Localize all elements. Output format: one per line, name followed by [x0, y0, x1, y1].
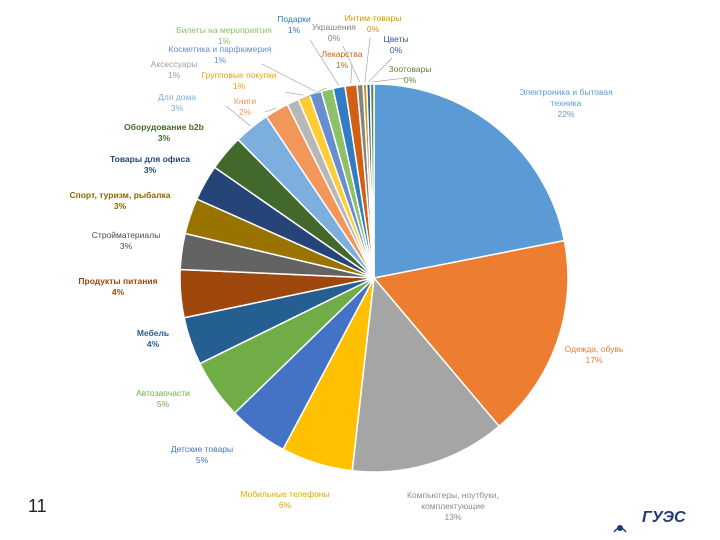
- pie-slices: [179, 83, 569, 473]
- slice-label-22: Интим-товары 0%: [345, 13, 402, 34]
- pie-slice-2: [372, 239, 569, 428]
- slice-label-5: Детские товары 5%: [171, 444, 233, 465]
- slice-label-24: Зоотовары 0%: [389, 64, 432, 85]
- slice-label-20: Лекарства 1%: [322, 49, 363, 70]
- leader-line-20: [350, 63, 353, 84]
- slice-label-3: Компьютеры, ноутбуки, комплектующие 13%: [407, 490, 499, 522]
- leader-line-23: [368, 57, 393, 83]
- slice-label-6: Автозапчасти 5%: [136, 388, 190, 409]
- slice-label-7: Мебель 4%: [137, 328, 169, 349]
- slice-label-11: Товары для офиса 3%: [110, 154, 190, 175]
- slice-label-13: Для дома 3%: [158, 92, 196, 113]
- slice-label-23: Цветы 0%: [383, 34, 408, 55]
- leader-line-18: [299, 87, 327, 101]
- slice-label-19: Подарки 1%: [277, 14, 311, 35]
- slide-number: 11: [28, 496, 47, 516]
- leader-line-13: [225, 105, 251, 127]
- logo-icon: [613, 525, 627, 533]
- leader-line-19: [309, 39, 339, 86]
- slice-label-10: Спорт, туризм, рыбалка 3%: [69, 190, 170, 211]
- leader-line-22: [364, 37, 371, 83]
- slice-label-16: Групповые покупки 1%: [201, 70, 276, 91]
- university-logo: ГУЭС: [613, 509, 686, 533]
- leader-line-24: [372, 77, 406, 83]
- slice-label-2: Одежда, обувь 17%: [565, 344, 624, 365]
- slice-label-15: Аксессуары 1%: [151, 59, 198, 80]
- logo-text: ГУЭС: [642, 509, 686, 526]
- slice-labels: Электроника и бытовая техника 22% Одежда, о…: [69, 13, 623, 522]
- slice-label-18: Билеты на мероприятия 1%: [176, 25, 272, 46]
- slice-label-8: Продукты питания 4%: [78, 276, 157, 297]
- slice-label-4: Мобильные телефоны 6%: [240, 489, 329, 510]
- slice-label-12: Оборудование b2b 3%: [124, 122, 204, 143]
- slice-label-17: Косметика и парфюмерия 1%: [169, 44, 272, 65]
- pie-slice-3: [351, 276, 501, 473]
- pie-slice-24: [369, 83, 375, 279]
- leader-lines: [225, 37, 406, 127]
- slice-label-9: Стройматериалы 3%: [92, 230, 160, 251]
- slice-label-14: Книги 2%: [234, 96, 256, 117]
- pie-slice-1: [373, 83, 566, 279]
- leader-line-21: [342, 45, 361, 83]
- leader-line-16: [284, 91, 304, 96]
- slice-label-1: Электроника и бытовая техника 22%: [519, 87, 613, 119]
- slice-label-21: Украшения 0%: [312, 22, 356, 43]
- leader-line-17: [261, 63, 315, 92]
- leader-line-14: [264, 108, 276, 113]
